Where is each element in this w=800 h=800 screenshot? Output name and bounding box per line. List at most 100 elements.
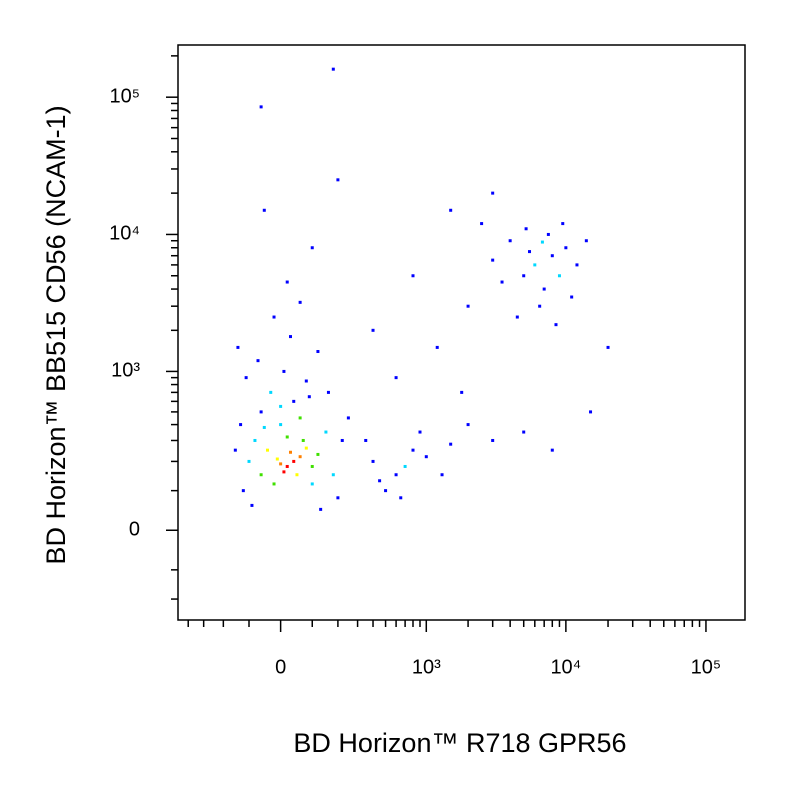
data-point xyxy=(394,473,398,477)
data-point xyxy=(336,496,340,500)
data-point xyxy=(262,208,266,212)
data-point xyxy=(557,274,561,278)
data-point xyxy=(554,323,558,327)
data-point xyxy=(500,280,504,284)
y-tick-label: 10⁵ xyxy=(109,85,140,107)
data-point xyxy=(282,369,286,373)
data-point xyxy=(298,455,302,459)
data-point xyxy=(524,227,528,231)
data-point xyxy=(550,254,554,258)
data-point xyxy=(316,452,320,456)
x-tick-label: 10³ xyxy=(412,656,441,678)
data-point xyxy=(418,430,422,434)
data-point xyxy=(326,390,330,394)
data-point xyxy=(540,240,544,244)
data-point xyxy=(236,345,240,349)
y-tick-label: 10³ xyxy=(111,360,140,382)
data-point xyxy=(449,208,453,212)
data-point xyxy=(522,274,526,278)
data-point xyxy=(307,395,311,399)
data-point xyxy=(411,448,415,452)
data-point xyxy=(508,239,512,243)
data-point xyxy=(298,416,302,420)
data-point xyxy=(266,448,270,452)
data-point xyxy=(546,232,550,236)
plot-frame xyxy=(177,44,746,621)
data-point xyxy=(262,425,266,429)
data-point xyxy=(460,390,464,394)
data-point xyxy=(292,399,296,403)
data-point xyxy=(272,315,276,319)
data-point xyxy=(340,438,344,442)
y-axis-title: BD Horizon™ BB515 CD56 (NCAM-1) xyxy=(41,105,71,564)
data-point xyxy=(449,442,453,446)
data-point xyxy=(301,438,305,442)
x-axis-title: BD Horizon™ R718 GPR56 xyxy=(293,728,626,758)
data-point xyxy=(399,496,403,500)
data-point xyxy=(575,263,579,267)
data-point xyxy=(285,464,289,468)
x-tick-label: 10⁴ xyxy=(550,656,581,678)
data-point xyxy=(411,274,415,278)
data-point xyxy=(522,430,526,434)
data-point xyxy=(289,450,293,454)
data-point xyxy=(319,507,323,511)
data-point xyxy=(336,178,340,182)
data-point xyxy=(285,435,289,439)
data-point xyxy=(310,464,314,468)
data-point xyxy=(533,263,537,267)
data-point xyxy=(282,470,286,474)
data-point xyxy=(435,345,439,349)
data-point xyxy=(250,503,254,507)
data-point xyxy=(241,489,245,493)
data-point xyxy=(491,438,495,442)
data-point xyxy=(331,473,335,477)
data-point xyxy=(542,287,546,291)
data-point xyxy=(298,300,302,304)
data-point xyxy=(244,376,248,380)
data-point xyxy=(310,246,314,250)
x-tick-label: 10⁵ xyxy=(691,656,722,678)
data-point xyxy=(272,482,276,486)
data-point xyxy=(285,280,289,284)
data-point xyxy=(589,410,593,414)
data-point xyxy=(253,438,257,442)
data-point xyxy=(259,410,263,414)
data-point xyxy=(538,304,542,308)
data-point xyxy=(269,390,273,394)
data-point xyxy=(550,448,554,452)
data-point xyxy=(331,67,335,71)
data-point xyxy=(378,479,382,483)
data-point xyxy=(424,455,428,459)
data-point xyxy=(324,430,328,434)
data-point xyxy=(256,359,260,363)
data-point xyxy=(491,258,495,262)
data-point xyxy=(239,423,243,427)
data-point xyxy=(371,459,375,463)
data-point xyxy=(233,448,237,452)
data-point xyxy=(528,250,532,254)
data-point xyxy=(584,239,588,243)
data-point xyxy=(394,376,398,380)
data-point xyxy=(292,459,296,463)
data-point xyxy=(289,335,293,339)
data-point xyxy=(279,404,283,408)
data-point xyxy=(403,464,407,468)
data-point xyxy=(247,459,251,463)
data-point xyxy=(466,304,470,308)
data-point xyxy=(316,350,320,354)
data-point xyxy=(491,191,495,195)
data-point xyxy=(561,222,565,226)
data-point xyxy=(304,446,308,450)
data-point xyxy=(304,379,308,383)
data-point xyxy=(384,489,388,493)
data-point xyxy=(259,105,263,109)
y-tick-label: 0 xyxy=(129,519,140,541)
data-point xyxy=(515,315,519,319)
data-point xyxy=(259,473,263,477)
data-point xyxy=(364,438,368,442)
data-point xyxy=(279,423,283,427)
data-point xyxy=(466,423,470,427)
data-point xyxy=(606,345,610,349)
